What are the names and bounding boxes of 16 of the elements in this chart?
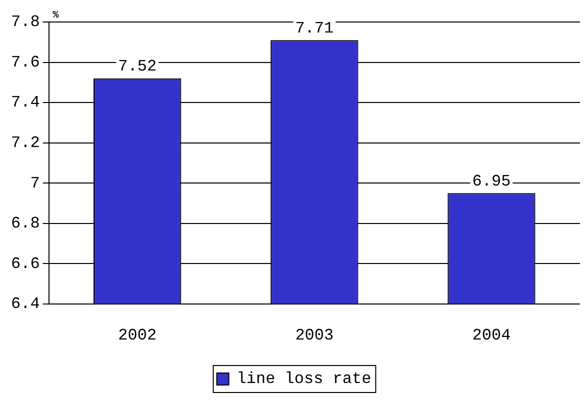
data-label: 7.52 [118,58,157,76]
y-tick-label: 6.6 [10,254,40,273]
y-axis-title: % [52,10,59,22]
y-tick-label: 7.8 [10,13,40,32]
y-tick-label: 7.2 [10,134,40,152]
data-label: 6.95 [472,172,511,190]
y-tick-label: 7.4 [10,94,40,112]
data-label: 7.71 [295,19,334,38]
x-tick-label: 2004 [472,326,511,345]
legend-label: line loss rate [236,370,372,388]
y-tick-label: 6.4 [10,295,40,314]
y-tick-label: 7 [30,174,40,192]
y-tick-label: 7.6 [10,53,40,72]
x-tick-label: 2002 [118,326,157,345]
y-tick-label: 6.8 [10,214,40,233]
x-tick-label: 2003 [295,326,334,345]
